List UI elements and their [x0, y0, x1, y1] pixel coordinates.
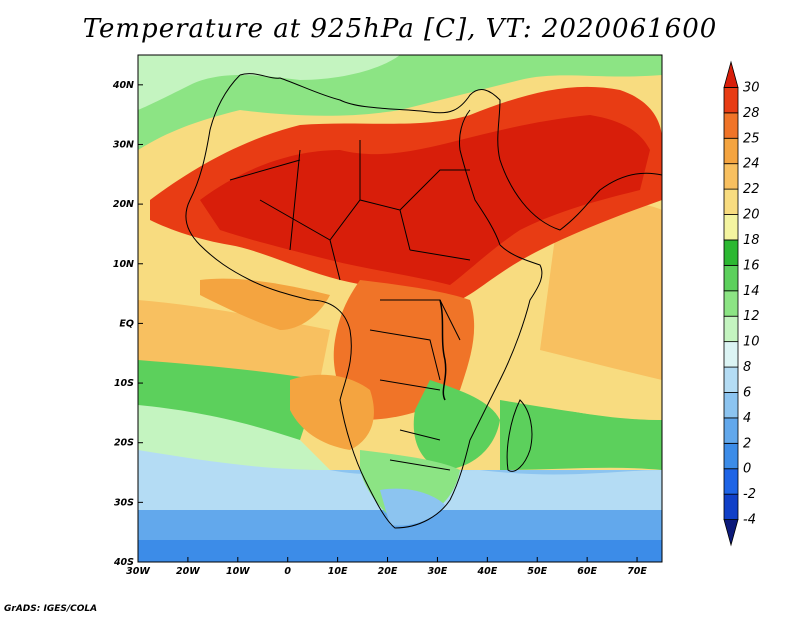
lon-tick-label: 70E [627, 566, 647, 577]
colorbar-swatch [723, 163, 739, 190]
colorbar-swatch [723, 264, 739, 292]
colorbar-label: 24 [743, 157, 760, 172]
colorbar-swatch [723, 468, 739, 495]
colorbar-label: -2 [743, 487, 756, 502]
lat-tick-label: 10S [114, 378, 134, 389]
colorbar-label: 22 [743, 182, 760, 197]
lat-tick-label: EQ [119, 318, 134, 329]
colorbar-label: 20 [743, 208, 760, 223]
colorbar-label: 8 [743, 360, 751, 375]
colorbar-swatch [723, 519, 739, 547]
lon-tick-label: 30W [126, 566, 150, 577]
lon-tick-label: 40E [476, 566, 497, 577]
colorbar-swatch [723, 87, 739, 114]
lon-tick-label: 60E [577, 566, 597, 577]
colorbar-label: 16 [743, 258, 760, 273]
lat-tick-label: 10N [113, 259, 134, 270]
colorbar-swatch [723, 188, 739, 215]
colorbar-swatch [723, 137, 739, 165]
lon-tick-label: 20W [176, 566, 200, 577]
temperature-field [138, 55, 662, 562]
credit-text: GrADS: IGES/COLA [4, 604, 98, 614]
lon-tick-label: 30E [428, 566, 448, 577]
colorbar-label: 12 [743, 309, 760, 324]
lat-tick-label: 40N [112, 80, 134, 91]
lat-tick-label: 30S [114, 497, 134, 508]
colorbar-swatch [723, 60, 739, 88]
colorbar-label: 2 [743, 436, 751, 451]
colorbar-swatch [723, 239, 739, 266]
lon-tick-label: 0 [284, 566, 291, 577]
colorbar-label: 28 [743, 106, 760, 121]
colorbar-label: 6 [743, 385, 751, 400]
colorbar-swatch [723, 214, 739, 241]
map-axes: 30W 20W 10W 0 10E 20E 30E 40E 50E 60E 70E 40S 30S 20S… [112, 80, 648, 577]
colorbar-swatch [723, 366, 739, 393]
colorbar-swatch [723, 290, 739, 317]
lon-tick-label: 10W [226, 566, 250, 577]
colorbar-label: -4 [743, 513, 756, 528]
colorbar-swatch [723, 493, 739, 520]
colorbar-swatch [723, 442, 739, 470]
map-title: Temperature at 925hPa [C], VT: 202006160… [82, 14, 718, 44]
lon-tick-label: 10E [328, 566, 348, 577]
lon-tick-label: 20E [378, 566, 398, 577]
colorbar-swatch [723, 341, 739, 368]
colorbar-label: 25 [743, 131, 760, 146]
lat-tick-label: 20N [113, 199, 134, 210]
colorbar-swatch [723, 417, 739, 444]
colorbar-label: 30 [743, 80, 760, 95]
colorbar-swatch [723, 112, 739, 139]
lat-tick-label: 20S [114, 438, 134, 449]
colorbar-swatch [723, 315, 739, 343]
coastlines [185, 73, 662, 529]
lat-tick-label: 30N [113, 139, 134, 150]
colorbar-swatch [723, 392, 739, 419]
colorbar-label: 0 [743, 462, 751, 477]
colorbar-label: 4 [743, 411, 751, 426]
lat-tick-label: 40S [113, 557, 134, 568]
lon-tick-label: 50E [527, 566, 547, 577]
colorbar-label: 10 [743, 335, 760, 350]
colorbar-label: 14 [743, 284, 760, 299]
plot-frame [137, 54, 663, 563]
colorbar-label: 18 [743, 233, 760, 248]
